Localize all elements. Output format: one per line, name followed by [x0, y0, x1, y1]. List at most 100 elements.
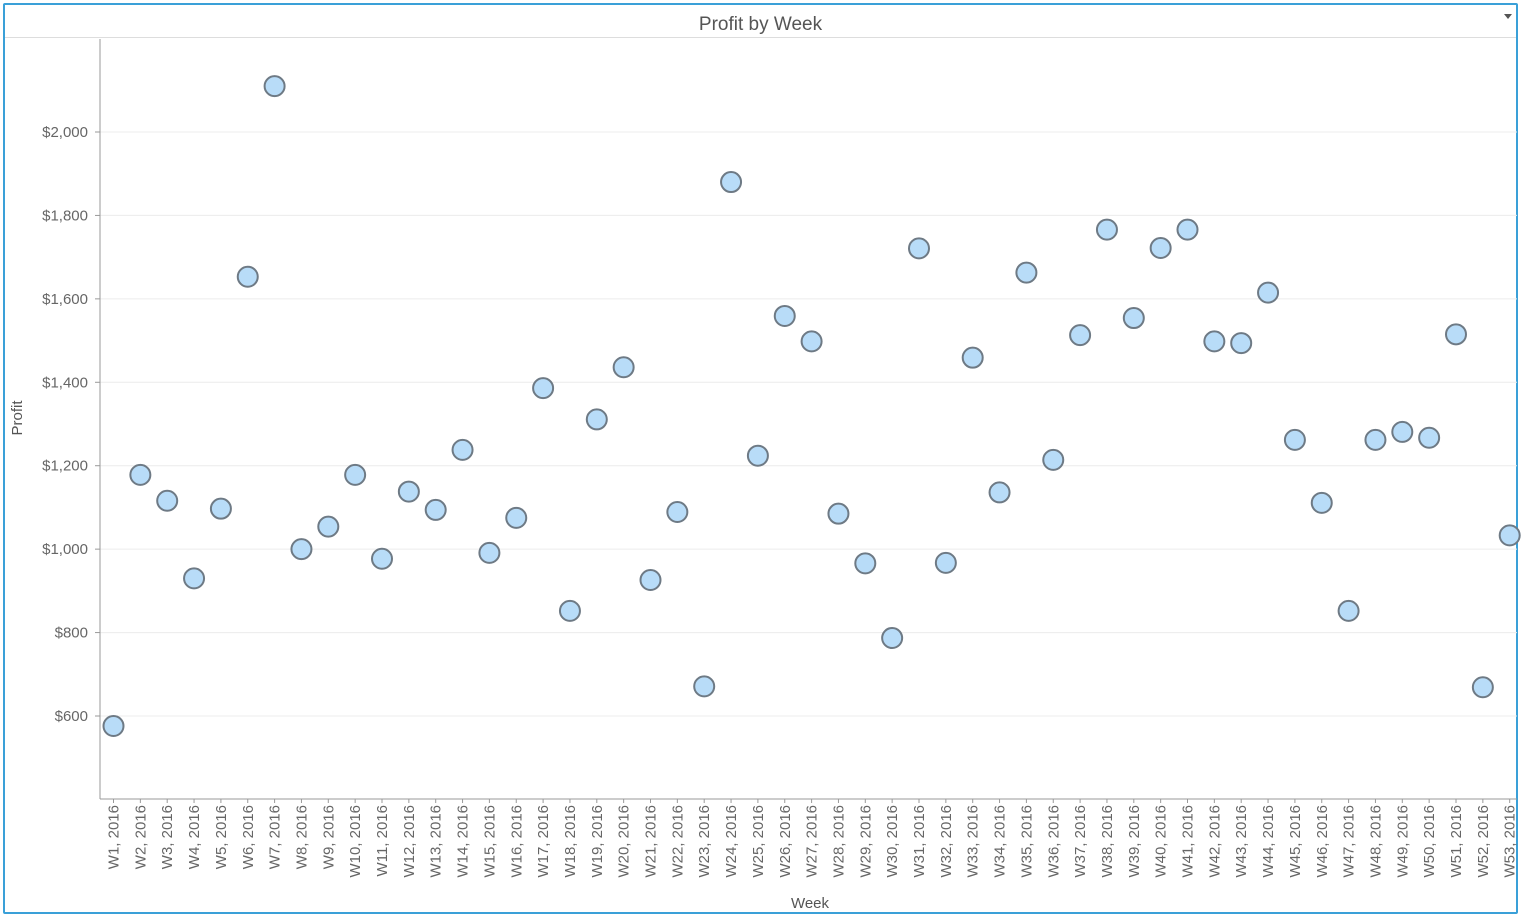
- x-tick-label: W12, 2016: [401, 805, 418, 878]
- data-point[interactable]: [800, 330, 823, 353]
- x-tick-label: W42, 2016: [1206, 805, 1223, 878]
- data-point[interactable]: [1498, 524, 1521, 547]
- y-tick-label: $800: [55, 625, 88, 642]
- x-tick-label: W41, 2016: [1180, 805, 1197, 878]
- data-point[interactable]: [209, 497, 232, 520]
- data-point[interactable]: [451, 438, 474, 461]
- title-bar: Profit by Week: [5, 5, 1516, 38]
- data-point[interactable]: [1364, 428, 1387, 451]
- data-point[interactable]: [1149, 236, 1172, 259]
- data-point[interactable]: [693, 675, 716, 698]
- data-point[interactable]: [934, 551, 957, 574]
- x-axis-label: Week: [791, 895, 830, 912]
- x-tick-label: W4, 2016: [186, 805, 203, 869]
- data-point[interactable]: [639, 569, 662, 592]
- data-point[interactable]: [505, 506, 528, 529]
- data-point[interactable]: [478, 541, 501, 564]
- x-tick-label: W33, 2016: [965, 805, 982, 878]
- data-point[interactable]: [183, 567, 206, 590]
- data-point[interactable]: [263, 75, 286, 98]
- data-point[interactable]: [532, 377, 555, 400]
- x-tick-label: W48, 2016: [1367, 805, 1384, 878]
- data-point[interactable]: [102, 715, 125, 738]
- data-point[interactable]: [988, 481, 1011, 504]
- data-point[interactable]: [1337, 599, 1360, 622]
- data-point[interactable]: [397, 480, 420, 503]
- view-frame: [3, 3, 1518, 914]
- data-point[interactable]: [1095, 218, 1118, 241]
- data-point[interactable]: [961, 346, 984, 369]
- data-point[interactable]: [1418, 426, 1441, 449]
- data-points: [102, 75, 1521, 738]
- y-axis-ticks: $600 $800 $1,000 $1,200 $1,400 $1,600 $1,800 $2…: [42, 124, 100, 725]
- x-tick-label: W51, 2016: [1448, 805, 1465, 878]
- x-tick-label: W21, 2016: [643, 805, 660, 878]
- chevron-down-icon[interactable]: [1504, 14, 1512, 19]
- data-point[interactable]: [290, 538, 313, 561]
- x-tick-label: W8, 2016: [293, 805, 310, 869]
- x-tick-label: W15, 2016: [481, 805, 498, 878]
- x-tick-label: W30, 2016: [884, 805, 901, 878]
- data-point[interactable]: [881, 626, 904, 649]
- y-tick-label: $2,000: [42, 124, 88, 141]
- data-point[interactable]: [1203, 330, 1226, 353]
- x-tick-label: W16, 2016: [508, 805, 525, 878]
- data-point[interactable]: [129, 463, 152, 486]
- x-tick-label: W49, 2016: [1394, 805, 1411, 878]
- data-point[interactable]: [666, 501, 689, 524]
- data-point[interactable]: [1445, 323, 1467, 346]
- chart-title: Profit by Week: [698, 14, 823, 35]
- data-point[interactable]: [1069, 324, 1092, 347]
- x-tick-label: W40, 2016: [1153, 805, 1170, 878]
- x-tick-label: W31, 2016: [911, 805, 928, 878]
- x-axis-ticks: W1, 2016 W2, 2016 W3, 2016 W4, 2016 W5, 2016…: [106, 799, 1519, 878]
- y-tick-label: $1,000: [42, 541, 88, 558]
- x-tick-label: W13, 2016: [428, 805, 445, 878]
- x-tick-label: W1, 2016: [106, 805, 123, 869]
- data-point[interactable]: [1015, 261, 1038, 284]
- data-point[interactable]: [1310, 491, 1333, 514]
- data-point[interactable]: [612, 356, 635, 379]
- x-tick-label: W23, 2016: [696, 805, 713, 878]
- data-point[interactable]: [1176, 218, 1199, 241]
- data-point[interactable]: [1122, 307, 1145, 330]
- data-point[interactable]: [558, 599, 581, 622]
- y-tick-label: $600: [55, 708, 88, 725]
- data-point[interactable]: [424, 498, 447, 521]
- x-tick-label: W27, 2016: [804, 805, 821, 878]
- x-tick-label: W53, 2016: [1502, 805, 1519, 878]
- x-tick-label: W32, 2016: [938, 805, 955, 878]
- x-tick-label: W52, 2016: [1475, 805, 1492, 878]
- x-tick-label: W34, 2016: [992, 805, 1009, 878]
- data-point[interactable]: [773, 304, 796, 327]
- x-tick-label: W37, 2016: [1072, 805, 1089, 878]
- x-tick-label: W2, 2016: [132, 805, 149, 869]
- y-tick-label: $1,600: [42, 291, 88, 308]
- data-point[interactable]: [371, 547, 393, 570]
- data-point[interactable]: [1257, 281, 1280, 304]
- data-point[interactable]: [908, 237, 930, 260]
- x-tick-label: W50, 2016: [1421, 805, 1438, 878]
- data-point[interactable]: [1283, 428, 1306, 451]
- x-tick-label: W39, 2016: [1126, 805, 1143, 878]
- data-point[interactable]: [585, 408, 608, 431]
- data-point[interactable]: [1471, 676, 1494, 699]
- data-point[interactable]: [344, 463, 367, 486]
- gridlines: [100, 131, 1517, 717]
- x-tick-label: W14, 2016: [455, 805, 472, 878]
- data-point[interactable]: [236, 265, 259, 288]
- x-tick-label: W46, 2016: [1314, 805, 1331, 878]
- data-point[interactable]: [854, 552, 877, 575]
- data-point[interactable]: [720, 171, 743, 194]
- data-point[interactable]: [746, 444, 769, 467]
- data-point[interactable]: [1042, 448, 1065, 471]
- x-tick-label: W44, 2016: [1260, 805, 1277, 878]
- x-tick-label: W38, 2016: [1099, 805, 1116, 878]
- data-point[interactable]: [827, 502, 850, 525]
- x-tick-label: W7, 2016: [267, 805, 284, 869]
- data-point[interactable]: [317, 515, 340, 538]
- data-point[interactable]: [1230, 332, 1253, 355]
- data-point[interactable]: [156, 489, 179, 512]
- data-point[interactable]: [1391, 420, 1414, 443]
